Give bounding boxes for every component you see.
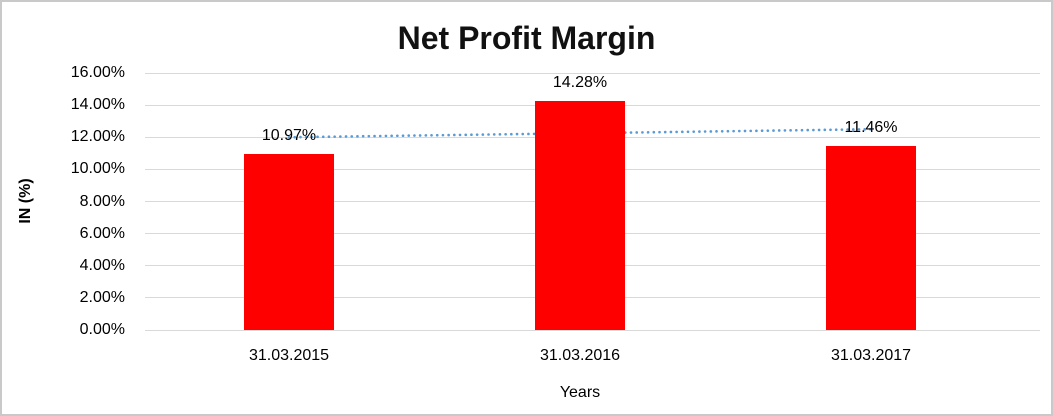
y-axis-tick-label: 14.00% — [70, 96, 125, 114]
y-axis-tick-label: 0.00% — [79, 321, 125, 338]
y-axis-tick-label: 12.00% — [70, 128, 125, 146]
x-axis-title: Years — [559, 384, 601, 401]
x-axis-tick-label: 31.03.2017 — [830, 347, 912, 364]
bar-31.03.2017 — [826, 145, 916, 330]
y-axis-title: IN (%) — [17, 178, 34, 224]
chart-title: Net Profit Margin — [397, 20, 656, 56]
bar-data-label: 14.28% — [552, 73, 608, 91]
bar-data-label: 10.97% — [261, 126, 317, 144]
y-axis-tick-label: 2.00% — [79, 288, 125, 306]
y-axis-tick-label: 10.00% — [70, 160, 125, 178]
y-axis-tick-label: 16.00% — [70, 64, 125, 81]
y-axis-tick-labels: 0.00% 2.00% 4.00% 6.00% 8.00% 10.00% 12.00% 14.… — [2, 64, 130, 338]
bar-31.03.2016 — [535, 100, 625, 330]
y-axis-tick-label: 8.00% — [79, 192, 125, 210]
bar-31.03.2015 — [244, 153, 334, 330]
plot-area: 10.97% 14.28% 11.46% — [145, 72, 1040, 331]
x-axis-tick-label: 31.03.2016 — [539, 347, 621, 364]
y-axis-tick-label: 6.00% — [79, 224, 125, 242]
gridline — [145, 72, 1040, 74]
bar-data-label: 11.46% — [844, 118, 898, 136]
y-axis-tick-label: 4.00% — [79, 256, 125, 274]
gridline — [145, 329, 1040, 331]
x-axis-tick-label: 31.03.2015 — [248, 347, 330, 364]
